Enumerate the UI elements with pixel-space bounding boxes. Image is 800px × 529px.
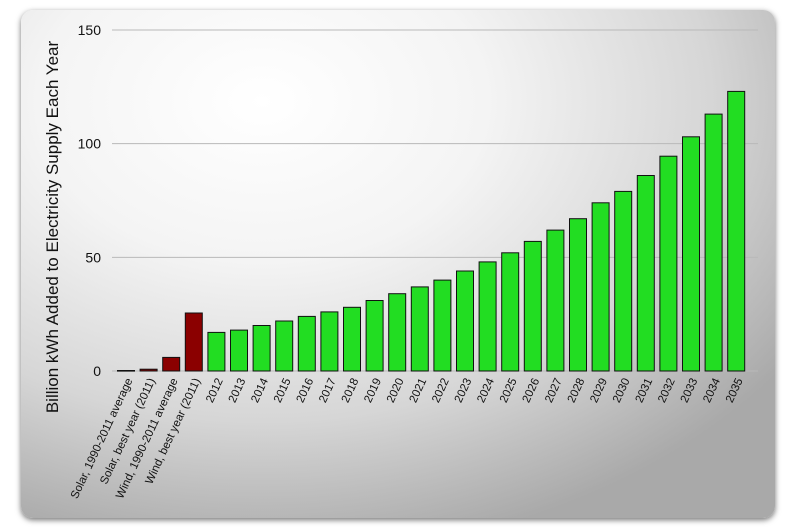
x-tick-label: 2018 bbox=[340, 376, 362, 404]
bar-5 bbox=[230, 329, 248, 372]
y-tick-label: 0 bbox=[93, 363, 101, 379]
x-tick-label: 2031 bbox=[634, 376, 656, 404]
bar-22 bbox=[614, 190, 633, 372]
y-tick-label: 100 bbox=[78, 136, 102, 152]
bar-3 bbox=[184, 312, 203, 372]
bars bbox=[117, 90, 746, 372]
bar-10 bbox=[343, 306, 361, 372]
x-tick-label: 2028 bbox=[566, 376, 588, 404]
bar-27 bbox=[727, 90, 746, 372]
bar-17 bbox=[501, 252, 520, 372]
bar-15 bbox=[456, 270, 474, 372]
x-tick-label: 2017 bbox=[317, 376, 339, 404]
bar-6 bbox=[252, 325, 271, 372]
x-tick-label: 2012 bbox=[204, 376, 226, 404]
x-tick-label: 2014 bbox=[249, 376, 271, 405]
x-tick-label: 2020 bbox=[385, 376, 407, 404]
bar-7 bbox=[275, 320, 294, 372]
x-tick-label: 2024 bbox=[475, 376, 497, 405]
bar-20 bbox=[569, 218, 587, 372]
x-tick-label: 2022 bbox=[430, 376, 452, 404]
bar-12 bbox=[388, 293, 407, 372]
y-tick-labels: 0 50 100 150 bbox=[78, 22, 102, 379]
x-tick-label: 2032 bbox=[656, 376, 678, 404]
x-tick-label: 2013 bbox=[227, 376, 249, 404]
x-tick-label: 2021 bbox=[408, 376, 430, 404]
bar-24 bbox=[659, 155, 678, 372]
bar-13 bbox=[410, 286, 429, 372]
bar-14 bbox=[433, 279, 452, 372]
x-tick-label: 2016 bbox=[295, 376, 317, 404]
bar-1 bbox=[139, 368, 158, 372]
y-tick-label: 50 bbox=[85, 249, 101, 265]
bar-26 bbox=[704, 113, 723, 372]
bar-11 bbox=[365, 300, 384, 372]
bar-0 bbox=[117, 370, 135, 372]
x-tick-label: 2015 bbox=[272, 376, 294, 404]
x-tick-label: 2025 bbox=[498, 376, 520, 404]
y-tick-label: 150 bbox=[78, 22, 102, 38]
bar-9 bbox=[320, 311, 339, 372]
y-axis-label: Billion kWh Added to Electricity Supply … bbox=[43, 41, 62, 414]
bar-21 bbox=[591, 202, 610, 372]
bar-25 bbox=[682, 136, 700, 372]
x-tick-label: 2019 bbox=[362, 376, 384, 404]
bar-4 bbox=[207, 331, 226, 372]
x-tick-label: 2034 bbox=[701, 376, 723, 405]
bar-19 bbox=[546, 229, 565, 372]
bar-23 bbox=[636, 175, 655, 372]
bar-8 bbox=[297, 315, 316, 372]
bar-18 bbox=[523, 240, 542, 372]
x-tick-label: 2030 bbox=[611, 376, 633, 404]
x-tick-label: 2023 bbox=[453, 376, 475, 404]
bar-2 bbox=[162, 356, 181, 372]
x-tick-label: 2029 bbox=[588, 376, 610, 404]
bar-16 bbox=[478, 261, 497, 372]
x-tick-label: 2033 bbox=[679, 376, 701, 404]
x-tick-label: 2026 bbox=[521, 376, 543, 404]
x-tick-label: 2035 bbox=[724, 376, 746, 404]
x-tick-label: 2027 bbox=[543, 376, 565, 404]
